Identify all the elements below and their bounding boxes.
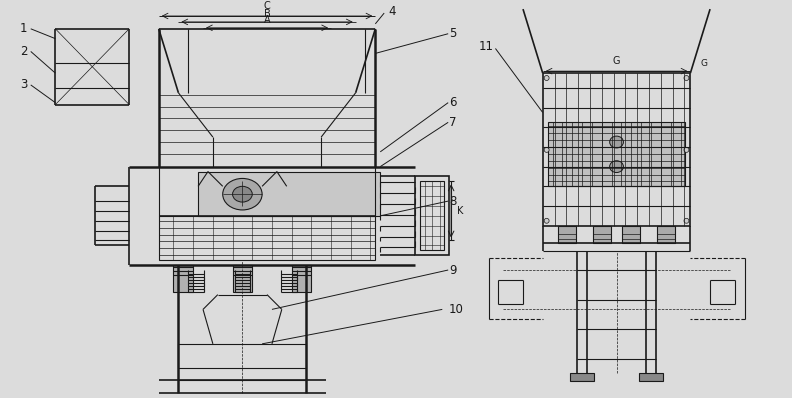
Ellipse shape: [684, 219, 689, 223]
Text: C: C: [264, 1, 270, 11]
Text: 2: 2: [20, 45, 28, 58]
Bar: [173, 265, 193, 292]
Text: G: G: [613, 56, 620, 66]
Ellipse shape: [233, 186, 253, 202]
Ellipse shape: [684, 76, 689, 80]
Bar: [558, 226, 576, 244]
Text: 1: 1: [20, 22, 28, 35]
Text: 5: 5: [449, 27, 456, 40]
Ellipse shape: [684, 147, 689, 152]
Text: 4: 4: [388, 4, 396, 18]
Ellipse shape: [610, 136, 623, 148]
Bar: [657, 226, 675, 244]
Bar: [543, 73, 691, 226]
Ellipse shape: [544, 147, 549, 152]
Text: B: B: [264, 9, 270, 19]
Bar: [639, 373, 663, 381]
Text: 3: 3: [20, 78, 28, 92]
Text: 11: 11: [478, 40, 493, 53]
Text: 9: 9: [449, 263, 457, 277]
Bar: [623, 226, 640, 244]
Bar: [570, 373, 594, 381]
Bar: [415, 176, 449, 255]
Bar: [547, 122, 685, 186]
Text: A: A: [264, 15, 270, 25]
Ellipse shape: [610, 161, 623, 173]
Text: 8: 8: [449, 195, 456, 208]
Bar: [593, 226, 611, 244]
Text: 7: 7: [449, 116, 457, 129]
Bar: [158, 216, 375, 260]
Ellipse shape: [544, 219, 549, 223]
Text: 10: 10: [449, 303, 464, 316]
Bar: [198, 172, 380, 216]
Text: K: K: [457, 206, 463, 216]
Text: 6: 6: [449, 96, 457, 109]
Ellipse shape: [223, 178, 262, 210]
Bar: [233, 265, 253, 292]
Bar: [420, 181, 444, 250]
Text: G: G: [700, 59, 707, 68]
Bar: [291, 265, 311, 292]
Ellipse shape: [544, 76, 549, 80]
